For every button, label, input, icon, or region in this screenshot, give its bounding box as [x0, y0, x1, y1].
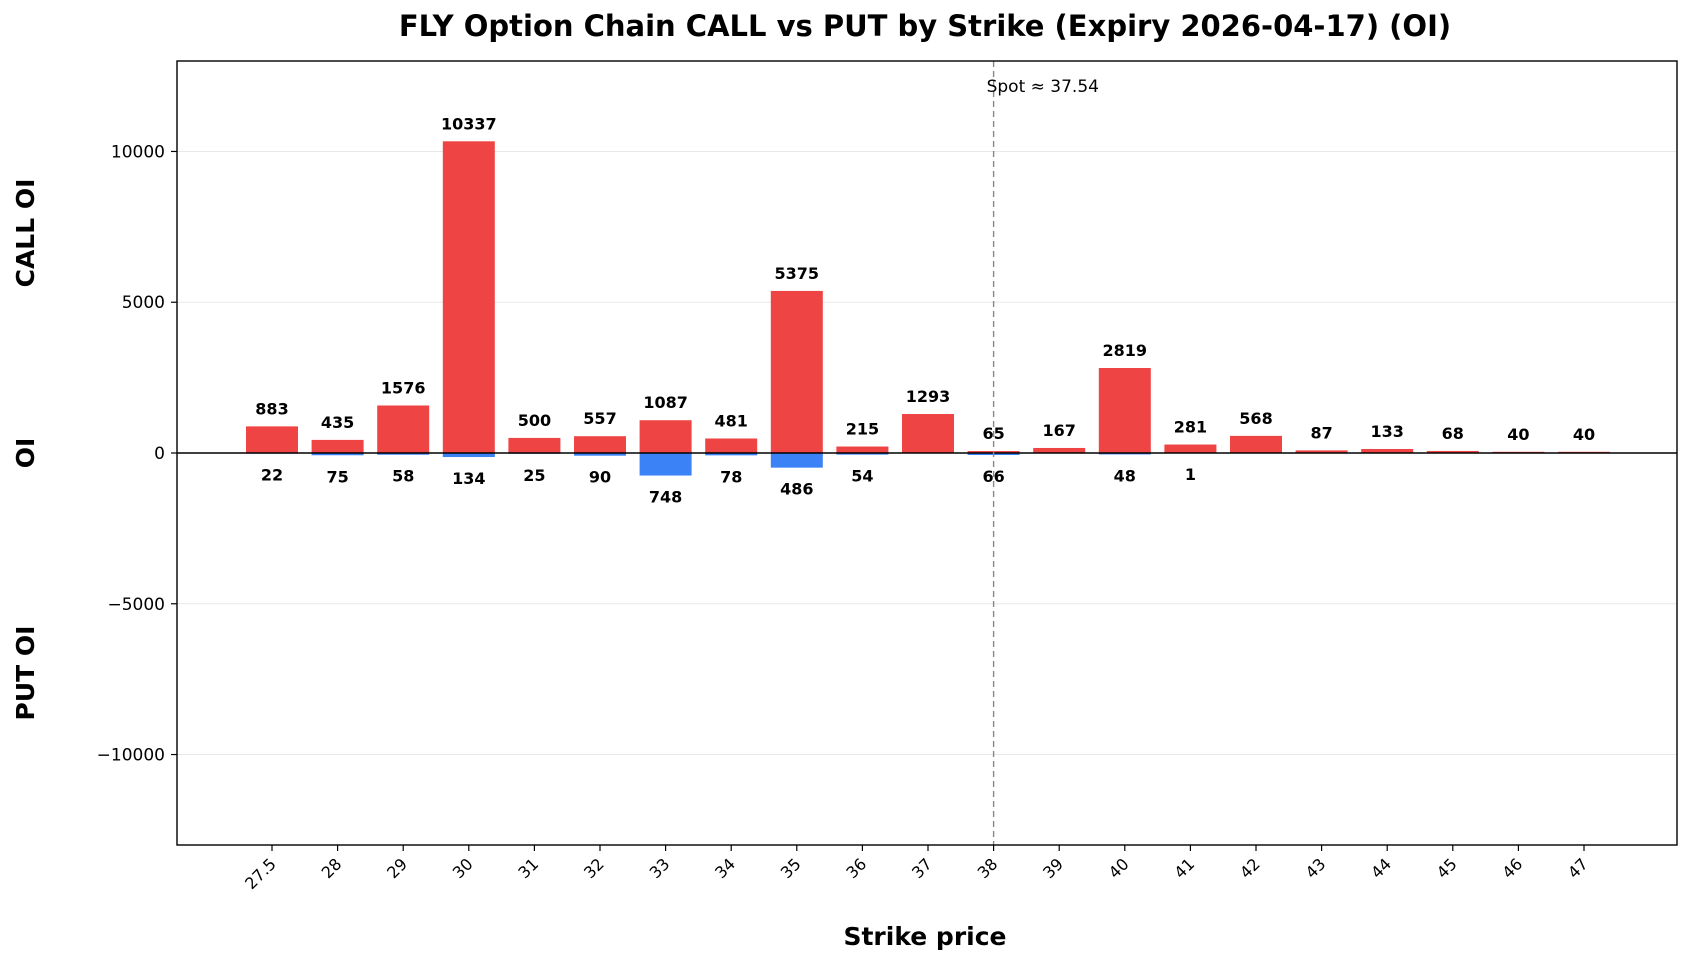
put-value-label: 748 [649, 488, 682, 507]
x-tick-label: 37 [908, 854, 936, 882]
call-bar [246, 426, 298, 453]
y-axis-label: OI [11, 438, 40, 469]
call-value-label: 568 [1239, 409, 1272, 428]
x-tick-label: 31 [514, 854, 542, 882]
call-value-label: 133 [1370, 422, 1403, 441]
x-tick-label: 44 [1367, 854, 1395, 882]
call-bar [1230, 436, 1282, 453]
call-value-label: 883 [255, 399, 288, 418]
put-value-label: 1 [1185, 465, 1196, 484]
y-tick-label: 10000 [111, 142, 165, 162]
x-tick-label: 30 [449, 854, 477, 882]
call-value-label: 167 [1042, 421, 1075, 440]
call-bar [1164, 445, 1216, 453]
x-tick-label: 34 [711, 854, 739, 882]
put-value-label: 25 [523, 466, 545, 485]
put-value-label: 48 [1114, 466, 1136, 485]
bars-layer [246, 141, 1610, 475]
put-value-label: 90 [589, 468, 611, 487]
x-tick-label: 29 [383, 854, 411, 882]
call-value-label: 5375 [775, 264, 820, 283]
call-value-label: 500 [518, 411, 551, 430]
call-value-label: 2819 [1103, 341, 1148, 360]
put-value-label: 134 [452, 469, 485, 488]
call-bar [443, 141, 495, 453]
x-axis-label: Strike price [843, 922, 1006, 951]
x-tick-label: 27.5 [241, 854, 280, 893]
put-value-label: 486 [780, 480, 813, 499]
call-bar [312, 440, 364, 453]
x-tick-label: 45 [1433, 854, 1461, 882]
x-tick-label: 38 [974, 854, 1002, 882]
y-axis-label-put: PUT OI [11, 626, 40, 721]
call-value-label: 215 [846, 420, 879, 439]
call-value-label: 557 [583, 409, 616, 428]
call-value-label: 40 [1507, 425, 1529, 444]
call-value-label: 435 [321, 413, 354, 432]
call-bar [508, 438, 560, 453]
x-tick-label: 43 [1302, 854, 1330, 882]
y-tick-label: −10000 [97, 746, 165, 766]
put-value-label: 78 [720, 467, 742, 486]
call-value-label: 481 [714, 411, 747, 430]
call-bar [377, 405, 429, 453]
put-value-label: 54 [851, 467, 873, 486]
put-bar [771, 453, 823, 468]
y-tick-label: −5000 [107, 595, 165, 615]
call-bar [1099, 368, 1151, 453]
put-bar [640, 453, 692, 476]
x-tick-label: 46 [1498, 854, 1526, 882]
x-tick-label: 40 [1105, 854, 1133, 882]
x-tick-label: 47 [1564, 854, 1592, 882]
x-tick-label: 39 [1039, 854, 1067, 882]
x-tick-label: 36 [842, 854, 870, 882]
call-bar [771, 291, 823, 453]
x-tick-label: 33 [646, 854, 674, 882]
put-value-label: 22 [261, 466, 283, 485]
x-tick-label: 35 [777, 854, 805, 882]
call-value-label: 1576 [381, 378, 426, 397]
call-bar [836, 447, 888, 453]
spot-label: Spot ≈ 37.54 [987, 77, 1099, 97]
x-tick-label: 41 [1170, 854, 1198, 882]
call-bar [902, 414, 954, 453]
x-tick-label: 32 [580, 854, 608, 882]
call-value-label: 87 [1310, 423, 1332, 442]
put-value-label: 58 [392, 467, 414, 486]
call-value-label: 1293 [906, 387, 951, 406]
call-value-label: 10337 [441, 114, 497, 133]
y-tick-label: 5000 [122, 293, 165, 313]
chart-title: FLY Option Chain CALL vs PUT by Strike (… [399, 9, 1451, 43]
x-tick-label: 42 [1236, 854, 1264, 882]
call-bar [705, 438, 757, 453]
x-tick-label: 28 [318, 854, 346, 882]
y-axis-label-call: CALL OI [11, 179, 40, 288]
call-value-label: 40 [1573, 425, 1595, 444]
call-bar [574, 436, 626, 453]
call-value-label: 281 [1174, 418, 1207, 437]
call-value-label: 68 [1442, 424, 1464, 443]
call-bar [640, 420, 692, 453]
put-value-label: 75 [326, 467, 348, 486]
call-value-label: 1087 [643, 393, 688, 412]
y-tick-label: 0 [154, 444, 165, 464]
